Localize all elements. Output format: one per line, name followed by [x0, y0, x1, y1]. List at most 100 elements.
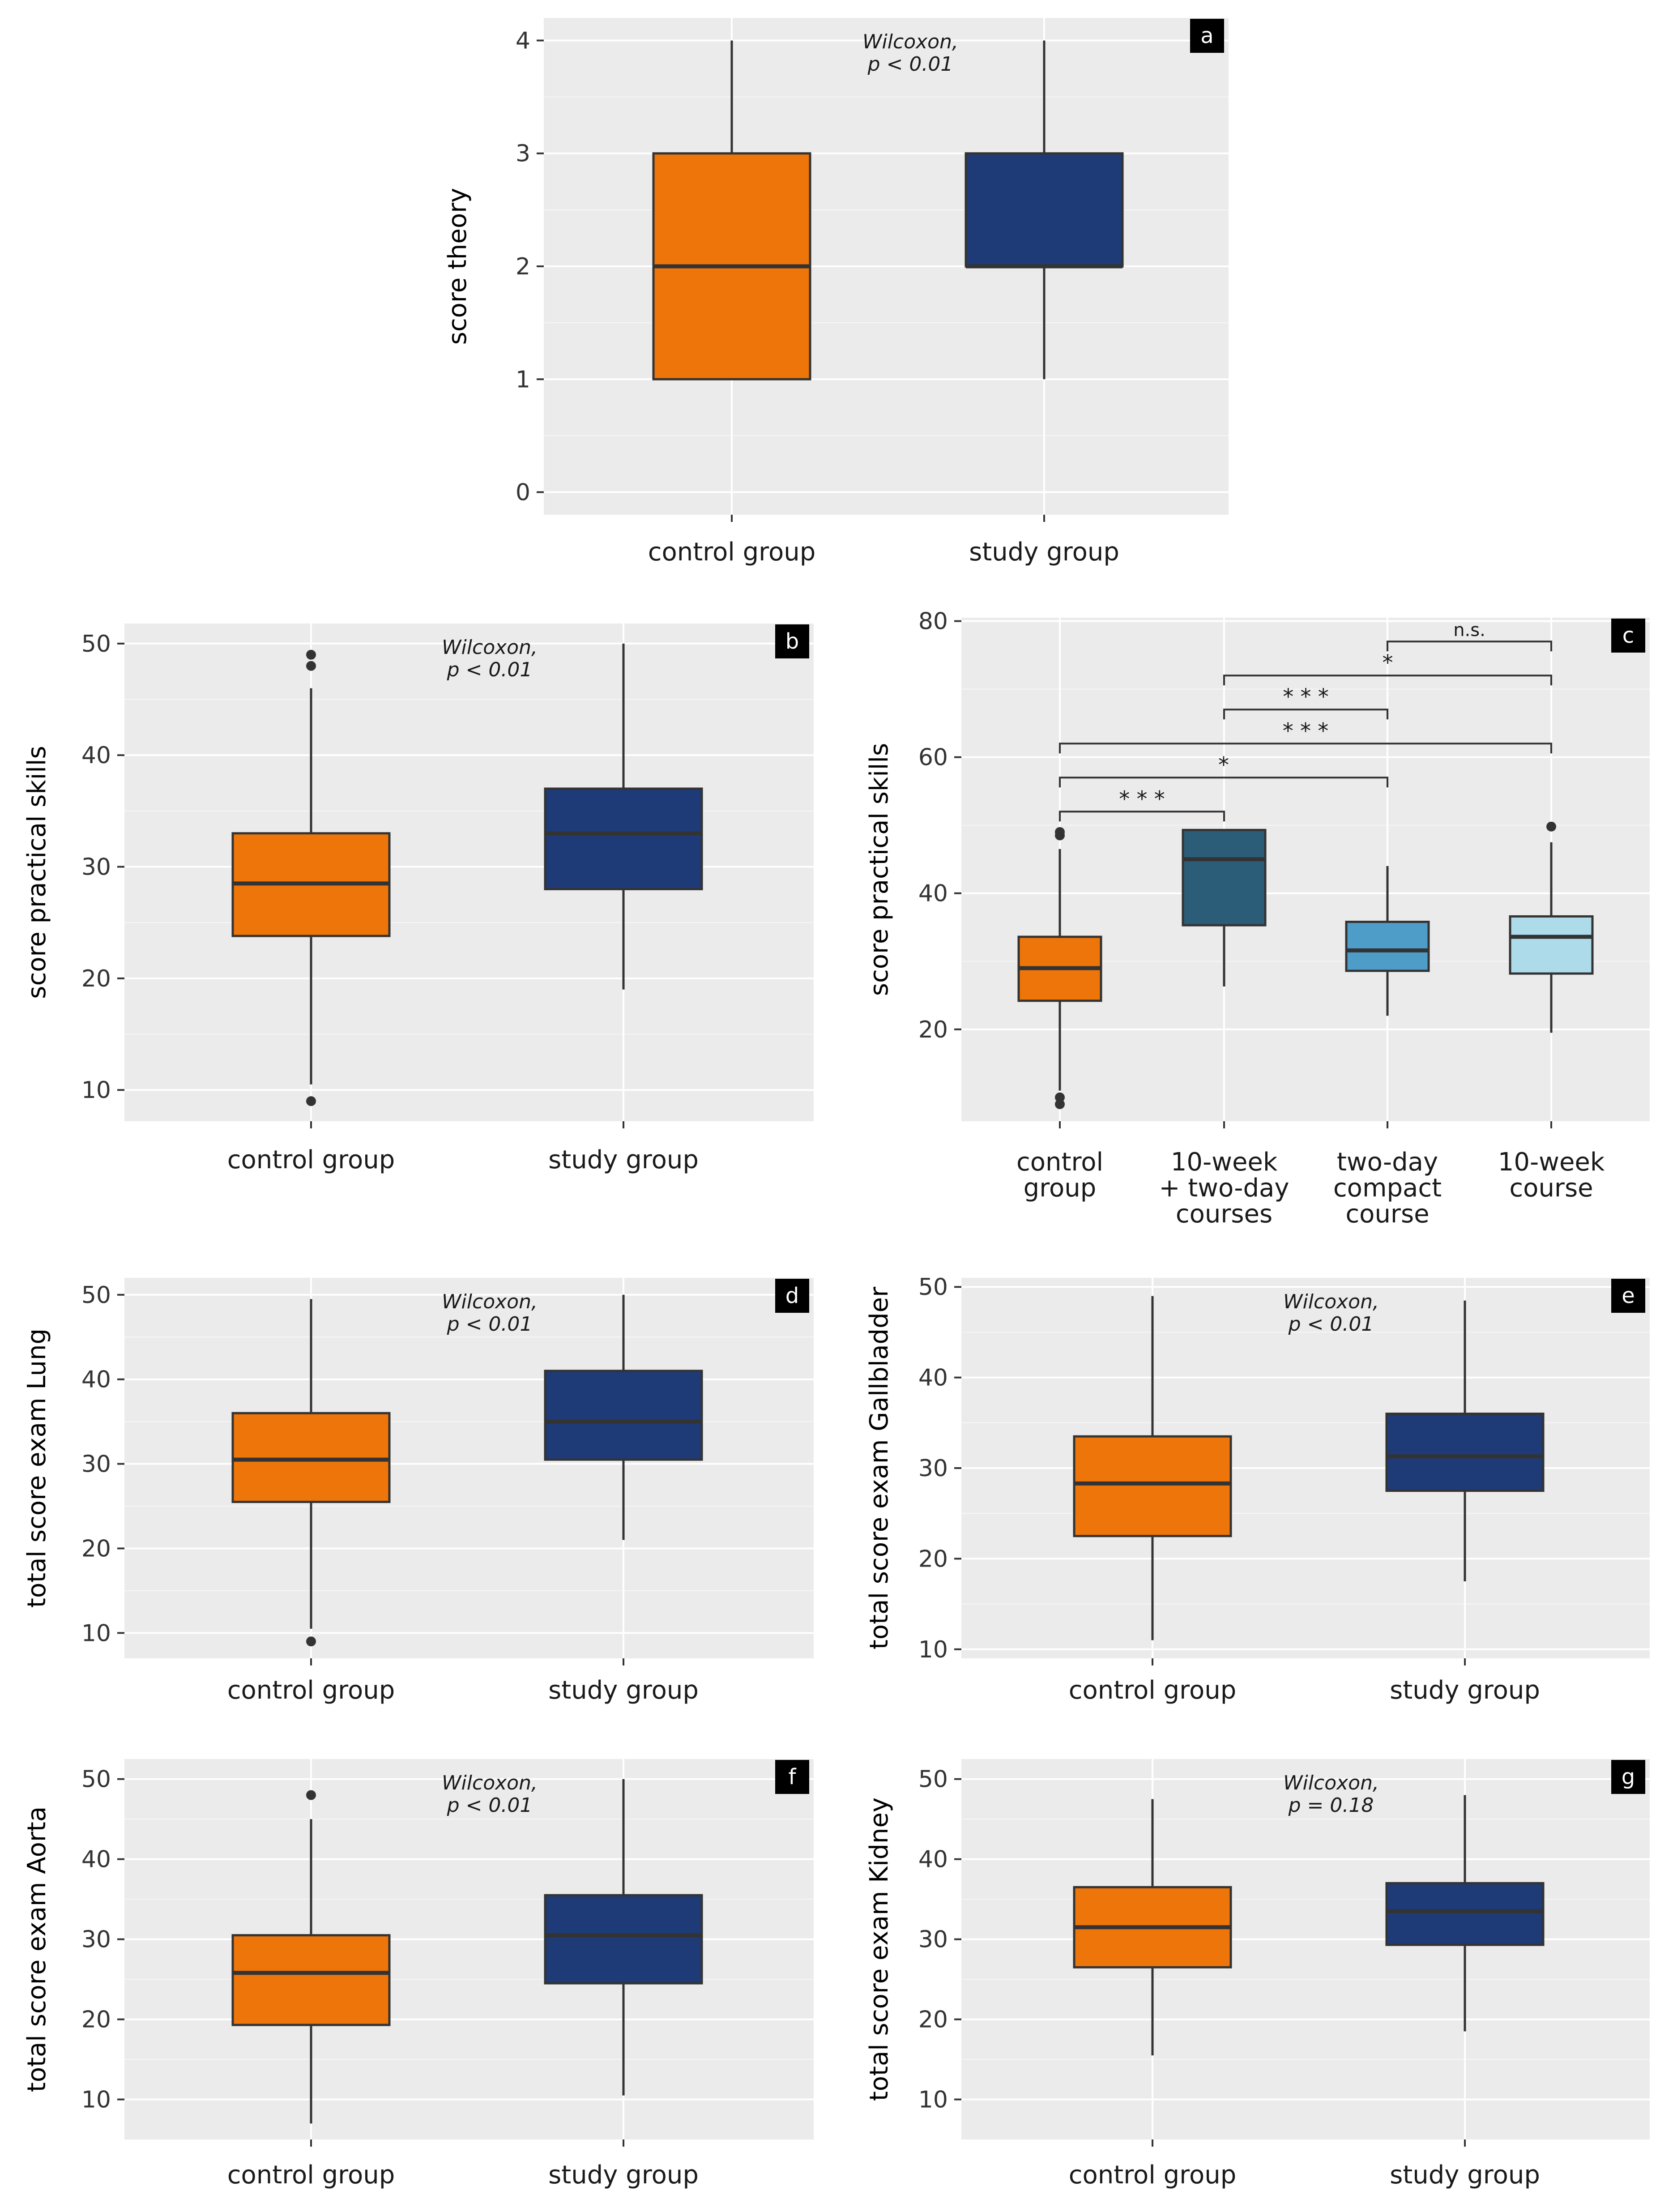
y-axis-label: total score exam Lung	[22, 1328, 51, 1608]
plot-background	[961, 618, 1650, 1121]
y-tick-label: 20	[81, 965, 111, 992]
outlier-point	[306, 1096, 316, 1106]
x-tick-label: study group	[1390, 1676, 1540, 1705]
y-tick-label: 20	[918, 2007, 948, 2033]
y-axis-label: score practical skills	[22, 746, 51, 999]
box-10-week-course	[1509, 821, 1594, 1033]
panel-tag-box	[775, 1760, 809, 1794]
y-tick-label: 40	[81, 1846, 111, 1873]
y-tick-label: 40	[918, 880, 948, 907]
wilcoxon-annotation: p < 0.01	[447, 1313, 533, 1336]
iqr-box	[231, 1412, 391, 1503]
significance-bracket	[1059, 777, 1388, 788]
box-study-group	[965, 40, 1124, 380]
x-tick-label: two-day	[1337, 1148, 1438, 1177]
box-two-day-compact-course	[1345, 866, 1430, 1016]
panel-tag-label: b	[785, 629, 799, 654]
y-axis-label: total score exam Aorta	[22, 1806, 51, 2092]
iqr-box	[544, 1370, 703, 1461]
wilcoxon-annotation: Wilcoxon,	[1283, 1772, 1379, 1794]
outlier-point	[1055, 1099, 1065, 1109]
y-axis-label: score theory	[443, 188, 472, 345]
y-tick-label: 20	[918, 1546, 948, 1572]
y-tick-label: 10	[81, 1620, 111, 1647]
x-tick-label: study group	[1390, 2161, 1540, 2190]
x-tick-label: control group	[227, 1676, 395, 1705]
y-tick-label: 10	[81, 2087, 111, 2114]
wilcoxon-annotation: Wilcoxon,	[1283, 1290, 1379, 1313]
x-tick-label: 10-week	[1498, 1148, 1605, 1177]
significance-bracket	[1059, 743, 1552, 754]
x-tick-label: study group	[969, 538, 1119, 567]
y-tick-label: 1	[516, 366, 530, 393]
significance-bracket	[1059, 811, 1225, 822]
iqr-box	[544, 787, 703, 890]
iqr-box	[1073, 1435, 1232, 1537]
wilcoxon-annotation: Wilcoxon,	[862, 30, 958, 53]
x-tick-label: study group	[548, 1145, 699, 1174]
box-control-group	[1073, 1799, 1232, 2056]
y-tick-label: 50	[81, 631, 111, 658]
box-study-group	[1385, 1795, 1545, 2032]
box-control-group	[231, 1299, 391, 1647]
panel-a: 0 1 2 3 4 score theory control group study grou…	[443, 18, 1229, 567]
box-control-group	[231, 649, 391, 1106]
panel-d: 10 20 30 40 50 total score exam Lung control g…	[22, 1278, 814, 1705]
outlier-point	[306, 649, 316, 660]
significance-bracket	[1223, 675, 1552, 686]
iqr-box	[965, 152, 1124, 268]
x-tick-label: control group	[1069, 2161, 1237, 2190]
y-tick-label: 2	[516, 253, 530, 280]
y-tick-label: 20	[81, 1535, 111, 1562]
panel-b: 10 20 30 40 50 score practical skills control …	[22, 623, 814, 1174]
outlier-point	[1055, 1092, 1065, 1102]
panel-f: 10 20 30 40 50 total score exam Aorta control …	[22, 1759, 814, 2190]
box-control-group	[652, 40, 811, 380]
y-tick-label: 30	[81, 854, 111, 881]
x-tick-label: study group	[548, 2161, 699, 2190]
panel-g: 10 20 30 40 50 total score exam Kidney control…	[865, 1759, 1650, 2190]
y-tick-label: 40	[918, 1365, 948, 1392]
y-tick-label: 10	[81, 1077, 111, 1104]
panel-tag-label: c	[1622, 623, 1634, 648]
y-tick-label: 4	[516, 27, 530, 54]
plot-background	[124, 623, 814, 1121]
y-tick-label: 50	[81, 1282, 111, 1309]
x-tick-label: control group	[1069, 1676, 1237, 1705]
y-axis-label: total score exam Kidney	[865, 1798, 894, 2101]
y-tick-label: 3	[516, 141, 530, 167]
outlier-point	[306, 1790, 316, 1800]
box-study-group	[1385, 1300, 1545, 1581]
panel-tag-box	[1611, 619, 1645, 653]
significance-label: n.s.	[1453, 620, 1485, 641]
y-tick-label: 40	[81, 1366, 111, 1393]
iqr-box	[544, 1894, 703, 1985]
outlier-point	[306, 1636, 316, 1647]
wilcoxon-annotation: p < 0.01	[1288, 1313, 1374, 1336]
box-study-group	[544, 1779, 703, 2096]
y-tick-label: 50	[918, 1766, 948, 1793]
panel-tag-box	[775, 1279, 809, 1313]
wilcoxon-annotation: p < 0.01	[447, 1794, 533, 1817]
y-tick-label: 60	[918, 744, 948, 771]
panel-tag-label: g	[1622, 1764, 1635, 1789]
x-tick-label: compact	[1333, 1174, 1442, 1203]
box-10-week-two-day-courses	[1182, 828, 1267, 986]
wilcoxon-annotation: Wilcoxon,	[442, 1772, 538, 1794]
outlier-point	[1055, 827, 1065, 837]
iqr-box	[1345, 921, 1430, 972]
y-tick-label: 0	[516, 479, 530, 506]
iqr-box	[1509, 915, 1594, 975]
wilcoxon-annotation: p = 0.18	[1288, 1794, 1374, 1817]
y-tick-label: 50	[918, 1274, 948, 1301]
iqr-box	[1385, 1882, 1545, 1946]
box-control-group	[1017, 827, 1102, 1109]
x-tick-label: control	[1016, 1148, 1103, 1177]
outlier-point	[1546, 821, 1556, 832]
panel-tag-box	[775, 624, 809, 658]
y-tick-label: 40	[81, 742, 111, 769]
panel-tag-label: a	[1200, 23, 1213, 48]
y-tick-label: 50	[81, 1766, 111, 1793]
x-tick-label: + two-day	[1159, 1174, 1289, 1203]
